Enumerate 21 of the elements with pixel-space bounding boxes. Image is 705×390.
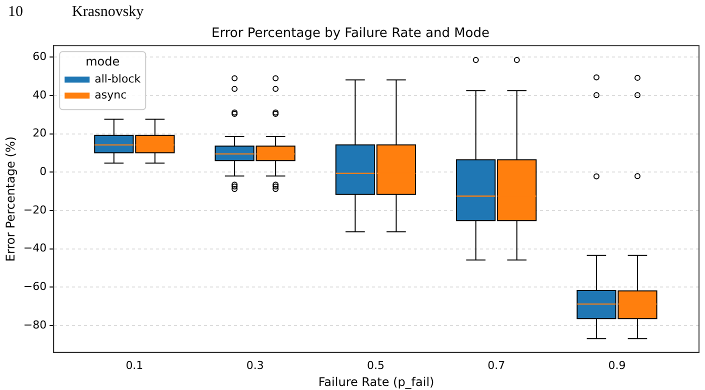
text: Krasnovsky (72, 4, 144, 21)
legend-label: all-block (94, 72, 142, 86)
y-tick-label: −80 (23, 318, 47, 332)
legend-title: mode (86, 54, 120, 69)
text: 10 (8, 4, 23, 21)
y-tick-label: −20 (23, 203, 47, 216)
x-tick-label: 0.5 (366, 358, 384, 372)
y-tick-label: 20 (32, 126, 47, 140)
y-axis-title: Error Percentage (%) (3, 136, 18, 262)
y-tick-label: −40 (23, 242, 47, 255)
x-tick-label: 0.9 (608, 358, 626, 372)
x-tick-label: 0.7 (488, 358, 506, 372)
y-tick-label: 0 (40, 165, 47, 178)
x-axis-title: Failure Rate (p_fail) (318, 374, 434, 389)
legend-label: async (94, 88, 127, 102)
x-tick-label: 0.1 (126, 358, 144, 372)
y-tick-label: 40 (32, 88, 47, 102)
chart-title: Error Percentage by Failure Rate and Mode (211, 26, 490, 42)
y-tick-label: 60 (32, 50, 47, 63)
x-tick-label: 0.3 (246, 358, 264, 372)
y-tick-label: −60 (23, 280, 47, 294)
